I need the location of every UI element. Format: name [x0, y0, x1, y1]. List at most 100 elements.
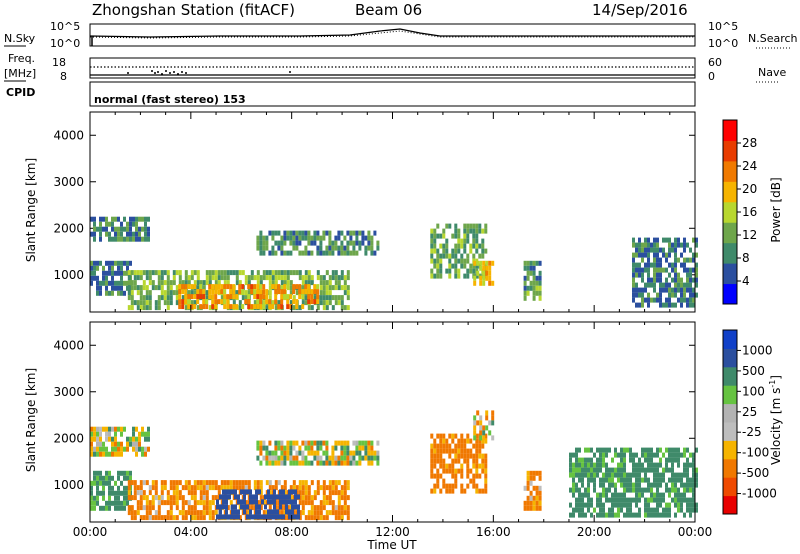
velocity-cell	[448, 488, 452, 494]
velocity-cell	[141, 451, 144, 457]
velocity-cell	[581, 497, 584, 503]
velocity-cell	[451, 458, 455, 464]
velocity-cell	[292, 440, 296, 446]
velocity-cell	[479, 415, 483, 421]
velocity-cell	[334, 455, 338, 461]
velocity-cell	[475, 463, 479, 469]
velocity-colorbar-segment	[723, 403, 737, 423]
velocity-cell	[340, 515, 344, 521]
velocity-cell	[181, 505, 185, 511]
velocity-cell	[202, 510, 206, 516]
power-cell	[295, 235, 299, 241]
power-cell	[274, 289, 278, 295]
velocity-cell	[647, 477, 650, 483]
power-cell	[265, 275, 269, 281]
power-cell	[259, 235, 263, 241]
power-cell	[235, 280, 239, 286]
power-cell	[307, 289, 311, 295]
power-cell	[187, 299, 191, 305]
velocity-cell	[451, 448, 455, 454]
velocity-cell	[249, 514, 252, 520]
power-cell	[641, 277, 644, 283]
velocity-cell	[451, 473, 455, 479]
power-cell	[632, 292, 635, 298]
power-cell	[635, 267, 638, 273]
velocity-cell	[111, 441, 114, 447]
power-cell	[211, 289, 215, 295]
station-title: Zhongshan Station (fitACF)	[92, 1, 295, 19]
power-cell	[671, 302, 674, 308]
power-cell	[280, 304, 284, 310]
velocity-cell	[147, 431, 150, 437]
velocity-cell	[190, 485, 194, 491]
power-cell	[286, 235, 290, 241]
power-cell	[226, 280, 230, 286]
power-cell	[430, 273, 434, 279]
velocity-cell	[361, 445, 365, 451]
velocity-cell	[96, 495, 99, 501]
velocity-cell	[267, 494, 270, 500]
velocity-cell	[145, 515, 149, 521]
power-cell	[202, 304, 206, 310]
velocity-cell	[454, 433, 458, 439]
power-cell	[298, 230, 302, 236]
velocity-cell	[584, 462, 587, 468]
power-cell	[482, 260, 486, 266]
power-cell	[316, 250, 320, 256]
power-cell	[460, 253, 464, 259]
power-cell	[659, 272, 662, 278]
power-cell	[469, 268, 473, 274]
power-cell	[647, 252, 650, 258]
velocity-cell	[436, 483, 440, 489]
velocity-cell	[614, 497, 617, 503]
power-cell	[644, 252, 647, 258]
velocity-cell	[298, 495, 302, 501]
power-cell	[286, 250, 290, 256]
velocity-ytick-label: 4000	[53, 338, 84, 352]
power-cell	[319, 295, 323, 301]
power-cell	[367, 235, 371, 241]
velocity-cell	[638, 472, 641, 478]
velocity-cell	[346, 510, 350, 516]
velocity-cell	[129, 470, 132, 476]
velocity-cell	[238, 485, 242, 491]
velocity-cell	[671, 467, 674, 473]
power-cell	[313, 235, 317, 241]
velocity-cell	[193, 485, 197, 491]
velocity-cell	[448, 453, 452, 459]
power-cell	[692, 297, 695, 303]
velocity-cell	[319, 505, 323, 511]
velocity-cell	[614, 512, 617, 518]
velocity-cell	[111, 426, 114, 432]
power-cell	[117, 285, 120, 291]
velocity-cell	[126, 495, 129, 501]
velocity-cell	[668, 457, 671, 463]
power-cell	[111, 265, 114, 271]
velocity-cell	[205, 495, 209, 501]
velocity-cell	[647, 457, 650, 463]
velocity-cell	[264, 494, 267, 500]
velocity-cell	[346, 515, 350, 521]
velocity-cell	[662, 507, 665, 513]
velocity-cell	[273, 499, 276, 505]
velocity-cell	[343, 480, 347, 486]
velocity-cell	[686, 472, 689, 478]
power-cell	[223, 304, 227, 310]
velocity-cell	[288, 509, 291, 515]
power-cell	[680, 292, 683, 298]
power-cell	[319, 290, 323, 296]
velocity-cell	[304, 445, 308, 451]
velocity-cell	[581, 462, 584, 468]
power-cell	[232, 270, 236, 276]
velocity-cell	[686, 502, 689, 508]
power-cell	[322, 285, 326, 291]
power-cell	[166, 290, 170, 296]
power-cell	[635, 247, 638, 253]
power-colorbar-tick-label: 20	[742, 182, 757, 196]
velocity-cell	[279, 494, 282, 500]
power-cell	[277, 304, 281, 310]
velocity-cell	[439, 463, 443, 469]
power-cell	[647, 292, 650, 298]
power-cell	[295, 230, 299, 236]
